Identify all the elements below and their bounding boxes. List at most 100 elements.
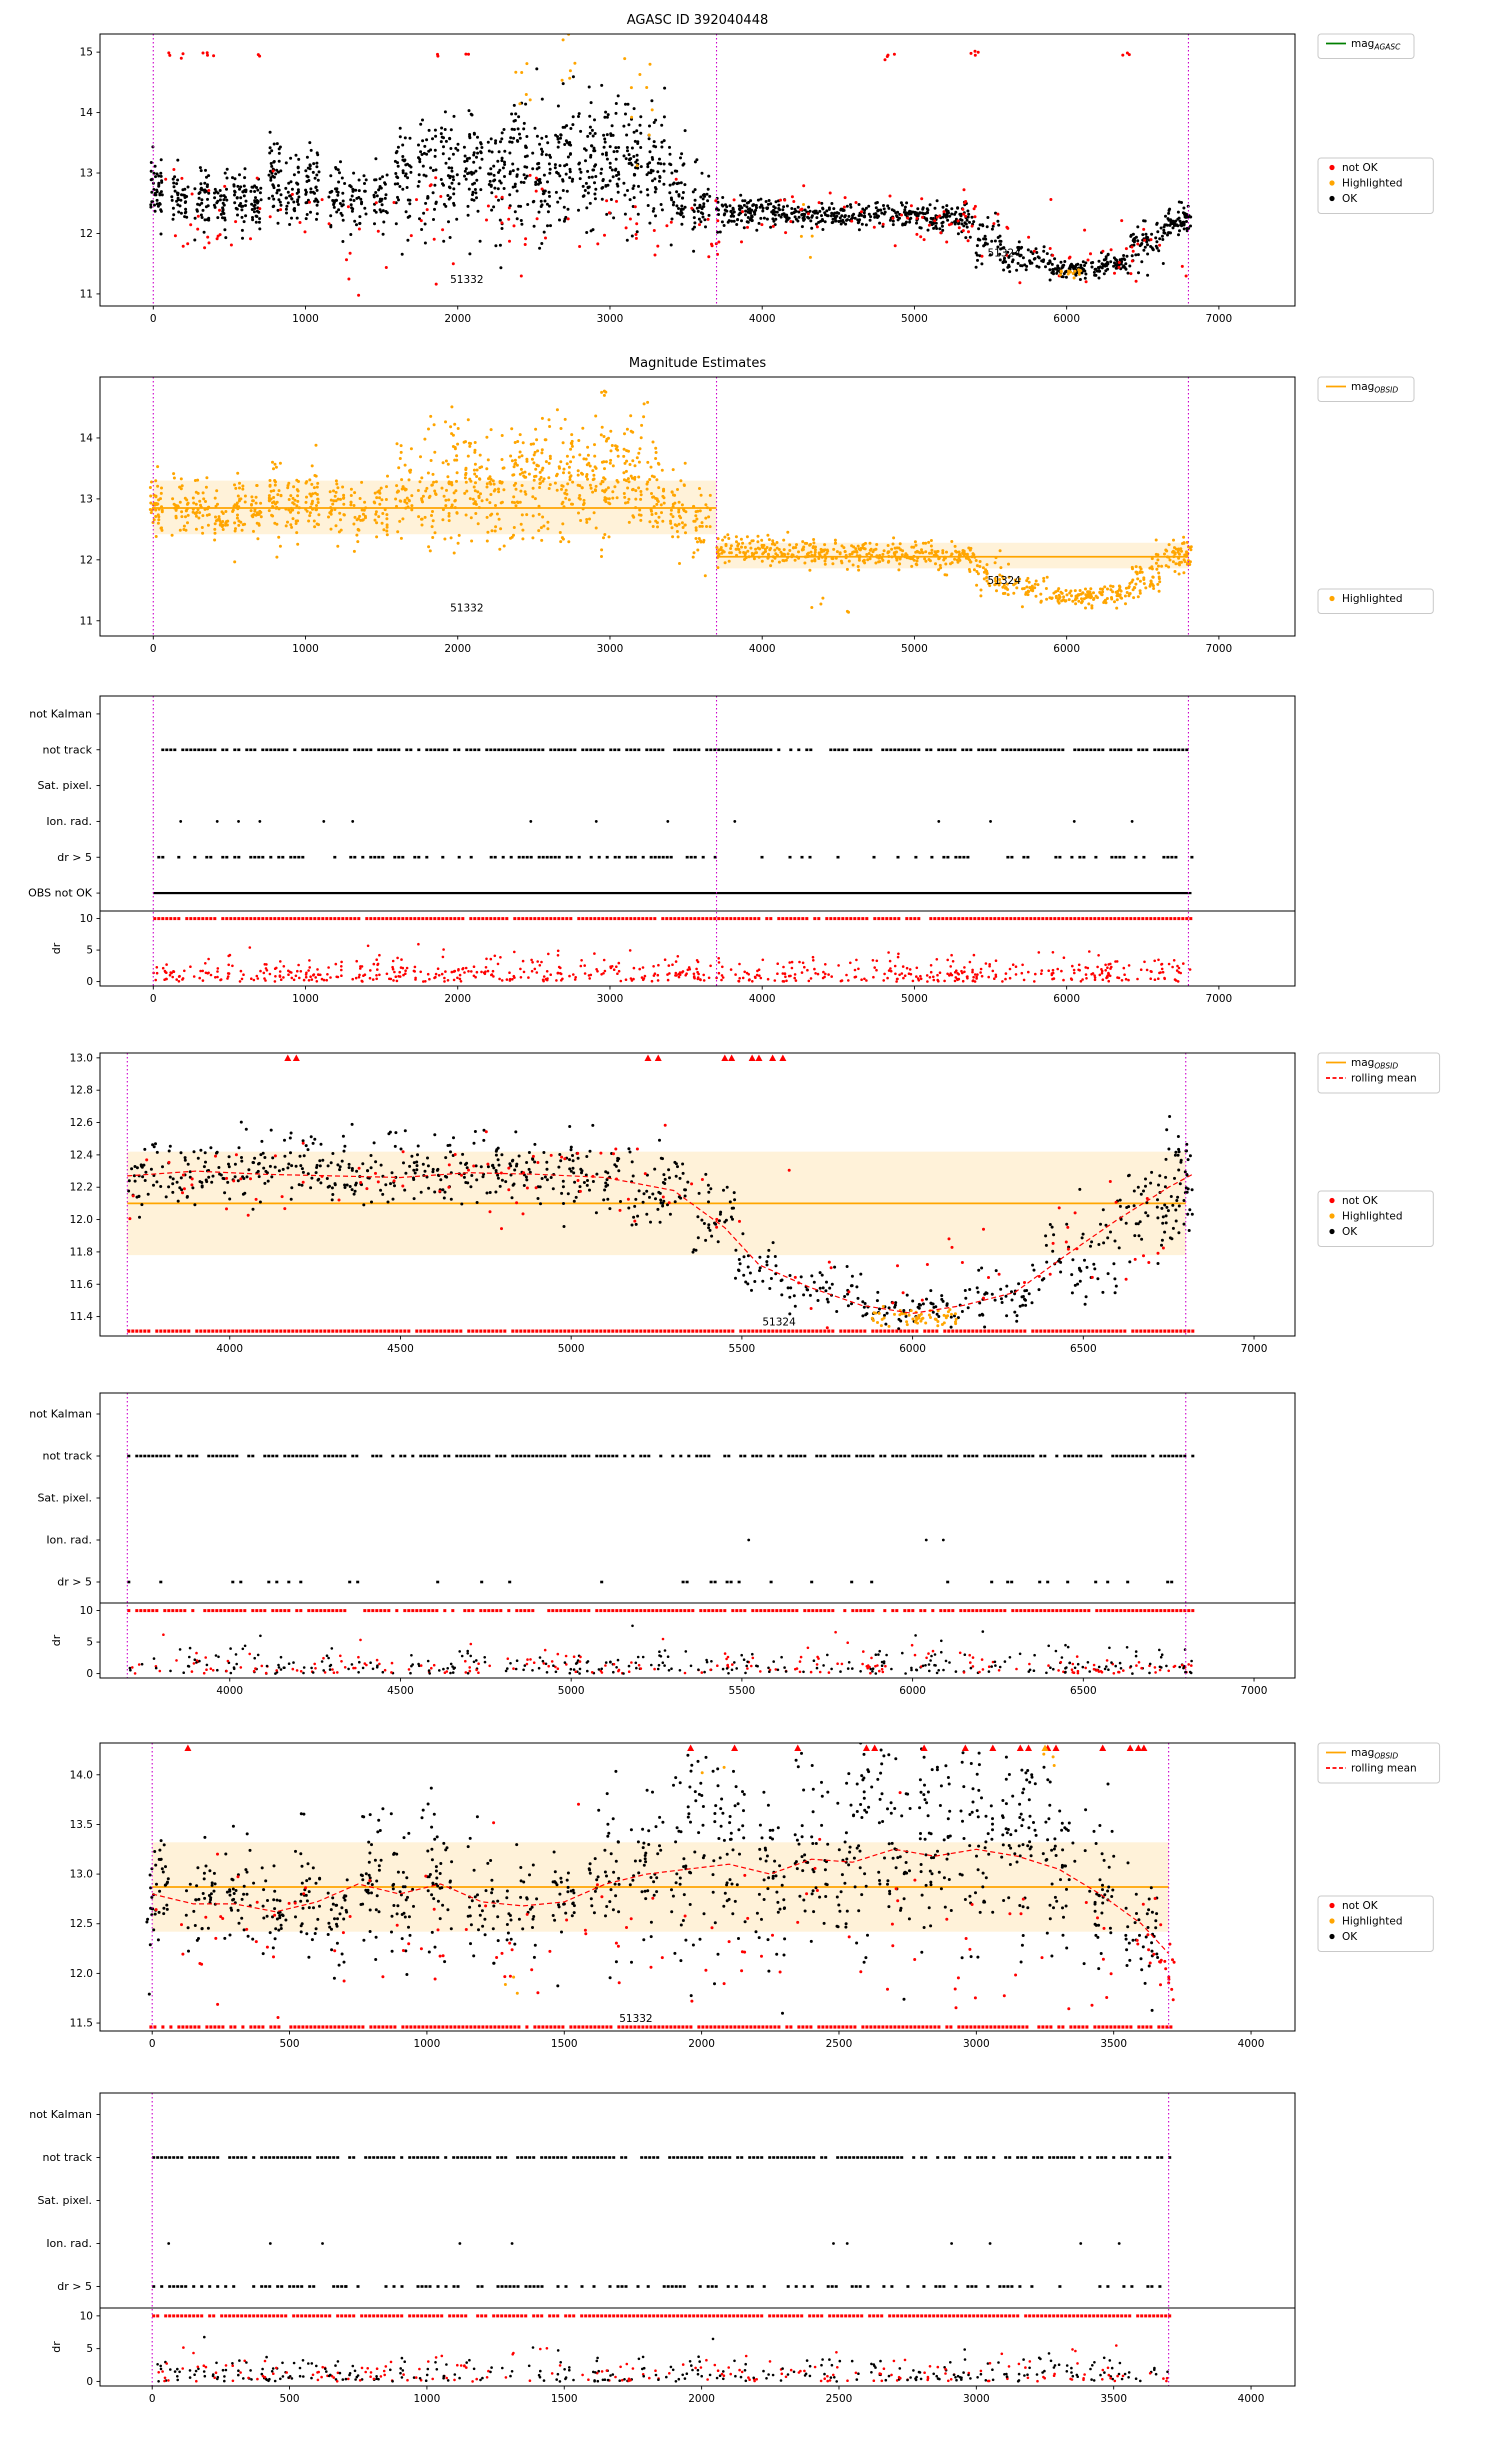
x-tick-label: 4000 bbox=[216, 1343, 243, 1355]
x-tick-label: 4000 bbox=[216, 1685, 243, 1697]
x-tick-label: 4500 bbox=[387, 1343, 414, 1355]
dr-tick-label: 5 bbox=[86, 2343, 93, 2355]
x-tick-label: 0 bbox=[150, 313, 157, 325]
dr-frame bbox=[99, 910, 1296, 987]
legend-label: rolling mean bbox=[1351, 1073, 1417, 1085]
flag-category-label: dr > 5 bbox=[57, 1576, 92, 1589]
legend-label: Highlighted bbox=[1342, 1916, 1403, 1928]
flags-frame bbox=[99, 1392, 1296, 1604]
flag-category-label: Sat. pixel. bbox=[37, 1492, 92, 1505]
rolling-mean-line bbox=[152, 1848, 1170, 1954]
clipped-marker bbox=[961, 1744, 969, 1751]
y-tick-label: 15 bbox=[80, 47, 93, 59]
x-tick-label: 5000 bbox=[558, 1685, 585, 1697]
clipped-marker bbox=[871, 1744, 879, 1751]
x-tick-label: 2000 bbox=[688, 2393, 715, 2405]
clipped-marker bbox=[687, 1744, 695, 1751]
y-tick-label: 13.5 bbox=[70, 1819, 93, 1831]
x-tick-label: 2000 bbox=[688, 2038, 715, 2050]
clipped-marker bbox=[755, 1054, 763, 1061]
flag-category-label: not track bbox=[42, 2151, 92, 2164]
axes-frame bbox=[99, 33, 1296, 307]
flag-category-label: Ion. rad. bbox=[46, 815, 92, 828]
obsid-label: 51324 bbox=[987, 247, 1021, 259]
legend-label: Highlighted bbox=[1342, 178, 1403, 190]
plot-area bbox=[149, 34, 1193, 297]
y-tick-label: 11.5 bbox=[70, 2018, 93, 2030]
axes-frame bbox=[99, 1742, 1296, 2032]
clipped-marker bbox=[728, 1054, 736, 1061]
flags-frame bbox=[99, 695, 1296, 912]
x-tick-label: 2500 bbox=[826, 2393, 853, 2405]
clipped-marker bbox=[1134, 1744, 1142, 1751]
clipped-marker bbox=[284, 1054, 292, 1061]
x-tick-label: 2000 bbox=[444, 643, 471, 655]
flag-category-label: dr > 5 bbox=[57, 2280, 92, 2293]
clipped-marker bbox=[1041, 1744, 1049, 1751]
flag-category-label: Sat. pixel. bbox=[37, 779, 92, 792]
legend: magOBSID bbox=[1317, 376, 1415, 402]
legend: Highlighted bbox=[1317, 588, 1434, 614]
y-tick-label: 12.2 bbox=[70, 1182, 93, 1194]
clipped-marker bbox=[1025, 1744, 1033, 1751]
legend-label: rolling mean bbox=[1351, 1763, 1417, 1775]
x-tick-label: 6000 bbox=[899, 1343, 926, 1355]
legend-label: OK bbox=[1342, 193, 1358, 205]
y-tick-label: 12.0 bbox=[70, 1968, 93, 1980]
clipped-marker bbox=[779, 1054, 787, 1061]
panel-title: Magnitude Estimates bbox=[629, 356, 766, 371]
panel-obsid-51332-svg: 0 500 1000 1500 2000 2500 3000 3500 4000 11.5 12.0… bbox=[70, 1742, 1441, 2050]
x-tick-label: 7000 bbox=[1206, 313, 1233, 325]
x-tick-label: 4500 bbox=[387, 1685, 414, 1697]
clipped-marker bbox=[989, 1744, 997, 1751]
flag-category-label: not Kalman bbox=[29, 707, 92, 720]
clipped-marker bbox=[644, 1054, 652, 1061]
clipped-marker bbox=[794, 1744, 802, 1751]
flag-category-label: not Kalman bbox=[29, 1408, 92, 1421]
clipped-marker bbox=[184, 1744, 192, 1751]
x-tick-label: 6000 bbox=[899, 1685, 926, 1697]
x-tick-label: 4000 bbox=[749, 993, 776, 1005]
flag-category-label: Ion. rad. bbox=[46, 2237, 92, 2250]
x-tick-label: 2000 bbox=[444, 993, 471, 1005]
y-tick-label: 11.4 bbox=[70, 1311, 94, 1323]
legend-label: OK bbox=[1342, 1931, 1358, 1943]
y-tick-label: 12 bbox=[80, 228, 93, 240]
x-tick-label: 3000 bbox=[597, 993, 624, 1005]
legend-label: not OK bbox=[1342, 162, 1379, 174]
panel-flags-overview-svg: not Kalman not track Sat. pixel. Ion. rad. d… bbox=[28, 695, 1296, 1005]
y-tick-label: 12 bbox=[80, 554, 93, 566]
x-tick-label: 7000 bbox=[1241, 1685, 1268, 1697]
flags-frame bbox=[99, 2092, 1296, 2309]
clipped-marker bbox=[292, 1054, 300, 1061]
flag-category-label: not Kalman bbox=[29, 2108, 92, 2121]
y-tick-label: 12.0 bbox=[70, 1214, 93, 1226]
obsid-label: 51332 bbox=[450, 603, 483, 615]
x-tick-label: 0 bbox=[150, 993, 157, 1005]
flag-category-label: Sat. pixel. bbox=[37, 2194, 92, 2207]
x-tick-label: 5000 bbox=[901, 313, 928, 325]
plot-area bbox=[127, 1054, 1195, 1333]
legend: magAGASC bbox=[1317, 33, 1415, 59]
x-tick-label: 1500 bbox=[551, 2393, 578, 2405]
clipped-marker bbox=[654, 1054, 662, 1061]
legend-label: not OK bbox=[1342, 1900, 1379, 1912]
clipped-marker bbox=[1052, 1744, 1060, 1751]
axes-frame bbox=[99, 1052, 1296, 1337]
flag-category-label: dr > 5 bbox=[57, 851, 92, 864]
flag-category-label: OBS not OK bbox=[28, 887, 93, 900]
x-tick-label: 3500 bbox=[1100, 2038, 1127, 2050]
obsid-label: 51324 bbox=[762, 1316, 796, 1328]
panel-obsid-51324: 4000 4500 5000 5500 6000 6500 7000 11.4 11.6 11.8… bbox=[0, 1041, 1500, 1381]
x-tick-label: 6000 bbox=[1053, 993, 1080, 1005]
dr-tick-label: 10 bbox=[80, 913, 93, 925]
y-tick-label: 12.4 bbox=[70, 1149, 94, 1161]
y-tick-label: 14.0 bbox=[70, 1769, 93, 1781]
x-tick-label: 3000 bbox=[963, 2393, 990, 2405]
y-tick-label: 11 bbox=[80, 615, 93, 627]
clipped-marker bbox=[769, 1054, 777, 1061]
panel-flags-51324: not Kalman not track Sat. pixel. Ion. rad. d… bbox=[0, 1381, 1500, 1731]
clipped-marker bbox=[1126, 1744, 1134, 1751]
clipped-marker bbox=[1140, 1744, 1148, 1751]
